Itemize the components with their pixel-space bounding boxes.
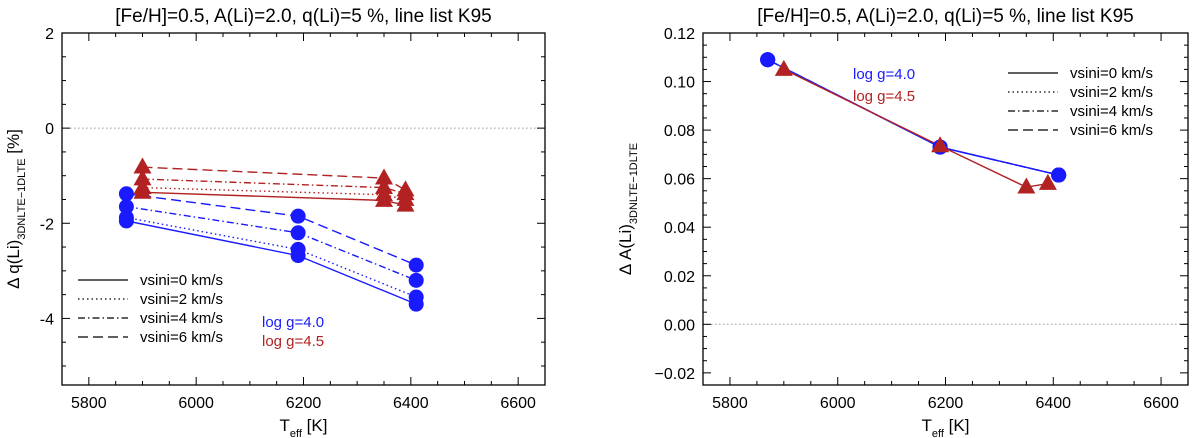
x-tick-label: 6400 xyxy=(393,395,429,412)
data-point-s2-1 xyxy=(290,225,306,241)
series-line-4 xyxy=(142,191,406,206)
legend-label: vsini=0 km/s xyxy=(140,272,223,289)
legend-label: vsini=2 km/s xyxy=(140,291,223,308)
legend-label: vsini=4 km/s xyxy=(1070,103,1153,120)
y-axis-label: Δ q(Li)3DNLTE−1DLTE [%] xyxy=(4,129,28,289)
data-point-s1-0 xyxy=(118,210,134,226)
data-point-s4-3 xyxy=(1038,173,1057,190)
series-line-6 xyxy=(142,178,406,195)
x-tick-label: 5800 xyxy=(71,395,107,412)
x-tick-label: 6600 xyxy=(1143,395,1179,412)
x-tick-label: 6000 xyxy=(820,395,856,412)
y-tick-label: -4 xyxy=(40,311,54,328)
right-panel-delta-a: 5800 6000 6200 6400 6600 −0.02 0.00 0.02 0.04 0.0… xyxy=(616,6,1189,438)
y-tick-label: 0.12 xyxy=(664,26,695,43)
data-point-s7-2 xyxy=(396,180,415,197)
legend-group-label: log g=4.5 xyxy=(853,88,915,105)
legend: vsini=0 km/s vsini=2 km/s vsini=4 km/s vsin… xyxy=(78,272,324,350)
x-tick-label: 6200 xyxy=(928,395,964,412)
data-point-s6-1 xyxy=(375,177,393,194)
legend-label: vsini=4 km/s xyxy=(140,310,223,327)
data-point-s2-0 xyxy=(118,199,134,215)
series-line-4 xyxy=(783,68,1049,188)
left-panel-delta-q: 5800 6000 6200 6400 6600 -4 -2 0 2 [Fe/H]=0.5, A(… xyxy=(4,6,546,438)
data-point-s3-0 xyxy=(760,52,776,68)
x-tick-label: 6200 xyxy=(286,395,322,412)
legend-group-label: log g=4.5 xyxy=(262,333,324,350)
legend-label: vsini=0 km/s xyxy=(1070,65,1153,82)
data-point-s5-0 xyxy=(133,177,152,194)
y-tick-label: 0.02 xyxy=(664,269,695,286)
data-point-s7-0 xyxy=(133,157,152,174)
x-axis-label: Teff [K] xyxy=(280,416,328,438)
data-point-s3-2 xyxy=(1051,167,1067,183)
y-tick-label: 0 xyxy=(45,121,54,138)
data-point-s3-1 xyxy=(290,208,306,224)
x-tick-label: 6000 xyxy=(178,395,214,412)
chart-title: [Fe/H]=0.5, A(Li)=2.0, q(Li)=5 %, line l… xyxy=(757,6,1134,27)
x-tick-label: 6600 xyxy=(500,395,536,412)
data-point-s4-2 xyxy=(1017,177,1036,194)
chart-title: [Fe/H]=0.5, A(Li)=2.0, q(Li)=5 %, line l… xyxy=(115,6,492,27)
y-tick-label: 0.04 xyxy=(664,220,695,237)
y-axis-label: Δ A(Li)3DNLTE−1DLTE xyxy=(616,143,640,275)
y-tick-label: 0.06 xyxy=(664,172,695,189)
x-tick-label: 6400 xyxy=(1035,395,1071,412)
data-point-s3-0 xyxy=(118,186,134,202)
data-point-s6-0 xyxy=(133,169,152,186)
legend-label: vsini=6 km/s xyxy=(140,329,223,346)
data-point-s1-1 xyxy=(290,241,306,257)
legend: vsini=0 km/s vsini=2 km/s vsini=4 km/s vsin… xyxy=(853,65,1153,139)
data-point-s3-2 xyxy=(408,257,424,273)
y-tick-label: 0.08 xyxy=(664,123,695,140)
legend-group-label: log g=4.0 xyxy=(853,66,915,83)
y-tick-label: 0.00 xyxy=(664,317,695,334)
series-line-2 xyxy=(126,205,417,282)
legend-label: vsini=6 km/s xyxy=(1070,122,1153,139)
legend-label: vsini=2 km/s xyxy=(1070,84,1153,101)
y-tick-label: −0.02 xyxy=(655,366,696,383)
series-line-3 xyxy=(767,59,1059,176)
legend-group-label: log g=4.0 xyxy=(262,314,324,331)
y-tick-label: 0.10 xyxy=(664,75,695,92)
data-point-s2-2 xyxy=(408,272,424,288)
data-point-s7-1 xyxy=(375,168,393,185)
x-tick-label: 5800 xyxy=(712,395,748,412)
data-point-s4-1 xyxy=(931,136,950,153)
y-tick-label: -2 xyxy=(40,216,54,233)
data-point-s4-0 xyxy=(774,59,793,76)
data-point-s1-2 xyxy=(408,289,424,305)
y-tick-label: 2 xyxy=(45,26,54,43)
x-axis-label: Teff [K] xyxy=(922,416,970,438)
